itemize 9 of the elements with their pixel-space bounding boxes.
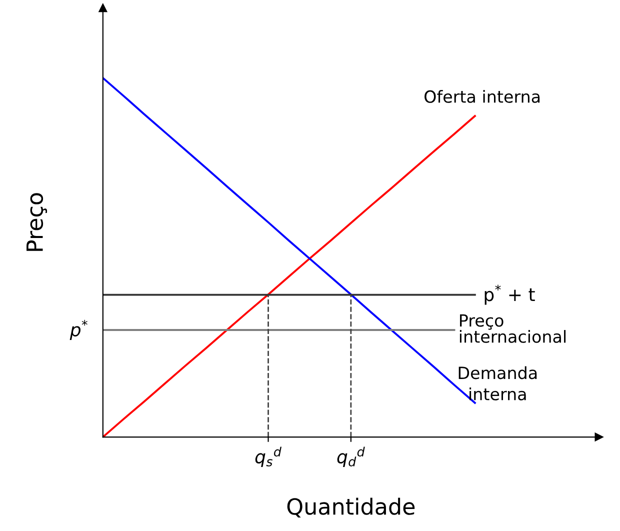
x-tick-label: q$_{d}$$^{d}$ — [337, 446, 365, 467]
series-label: Oferta interna — [424, 90, 540, 103]
series-label: Preço internacional — [460, 314, 566, 343]
series-label: p$^{*}$ + t — [484, 284, 535, 305]
x-axis-title: Quantidade — [287, 498, 415, 518]
text: p$^{*}$ — [70, 320, 88, 340]
y-axis-title: Preço — [26, 193, 48, 251]
series-label: Demanda interna — [458, 366, 537, 400]
x-tick-label: q$_{s}$$^{d}$ — [255, 446, 282, 467]
